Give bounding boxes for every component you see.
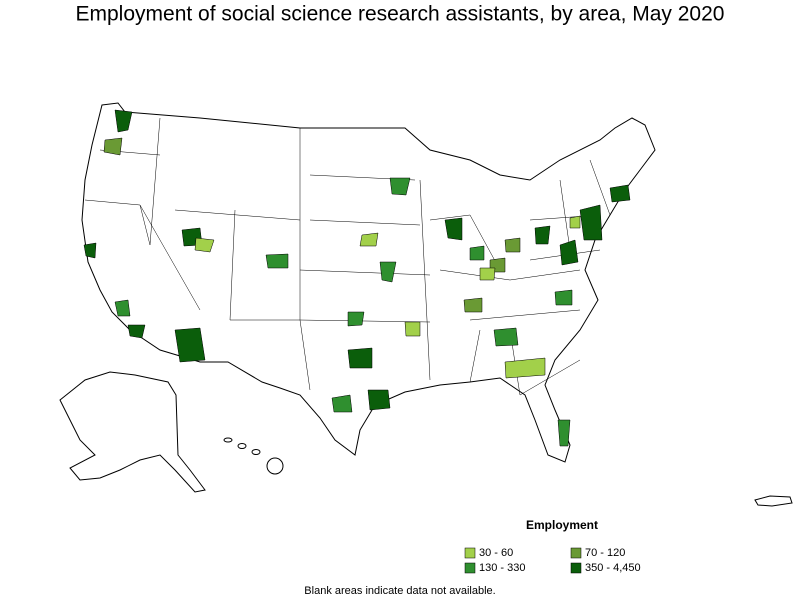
legend-title: Employment bbox=[526, 518, 598, 532]
area bbox=[479, 267, 496, 281]
area bbox=[504, 237, 521, 253]
legend-label: 350 - 4,450 bbox=[585, 562, 641, 574]
area bbox=[559, 239, 579, 266]
area bbox=[609, 184, 631, 203]
legend-label: 30 - 60 bbox=[479, 547, 513, 559]
area bbox=[114, 299, 131, 317]
legend-label: 130 - 330 bbox=[479, 562, 525, 574]
hawaii bbox=[223, 437, 284, 475]
legend-swatch bbox=[570, 547, 582, 559]
area bbox=[83, 242, 97, 259]
area bbox=[469, 245, 485, 261]
alaska bbox=[59, 371, 206, 493]
area bbox=[347, 311, 365, 327]
legend-items: 30 - 60 70 - 120 130 - 330 350 - 4,450 bbox=[464, 547, 641, 574]
area bbox=[463, 297, 483, 313]
area bbox=[379, 261, 397, 283]
area bbox=[347, 347, 373, 369]
area bbox=[569, 215, 581, 229]
legend-swatch bbox=[570, 562, 582, 574]
legend-swatch bbox=[464, 547, 476, 559]
legend: Employment 30 - 60 70 - 120 130 - 330 350 -… bbox=[464, 518, 641, 574]
area bbox=[367, 389, 391, 411]
map-title: Employment of social science research as… bbox=[76, 3, 725, 26]
area bbox=[389, 177, 411, 196]
area bbox=[194, 237, 215, 253]
area bbox=[114, 109, 133, 133]
employment-areas bbox=[83, 109, 631, 447]
area bbox=[444, 217, 463, 241]
area bbox=[127, 324, 146, 339]
area bbox=[331, 394, 353, 413]
area bbox=[557, 419, 571, 447]
puerto-rico bbox=[754, 495, 793, 507]
area bbox=[359, 232, 379, 247]
legend-label: 70 - 120 bbox=[585, 547, 625, 559]
area bbox=[265, 253, 289, 269]
area bbox=[103, 137, 123, 156]
area bbox=[174, 327, 206, 363]
area bbox=[554, 289, 573, 306]
map bbox=[59, 102, 793, 507]
legend-swatch bbox=[464, 562, 476, 574]
state-borders bbox=[84, 117, 611, 396]
area bbox=[493, 327, 519, 347]
area bbox=[404, 321, 421, 337]
footnote: Blank areas indicate data not available. bbox=[304, 585, 495, 597]
area bbox=[534, 225, 551, 245]
area bbox=[504, 357, 546, 379]
area bbox=[579, 204, 603, 241]
